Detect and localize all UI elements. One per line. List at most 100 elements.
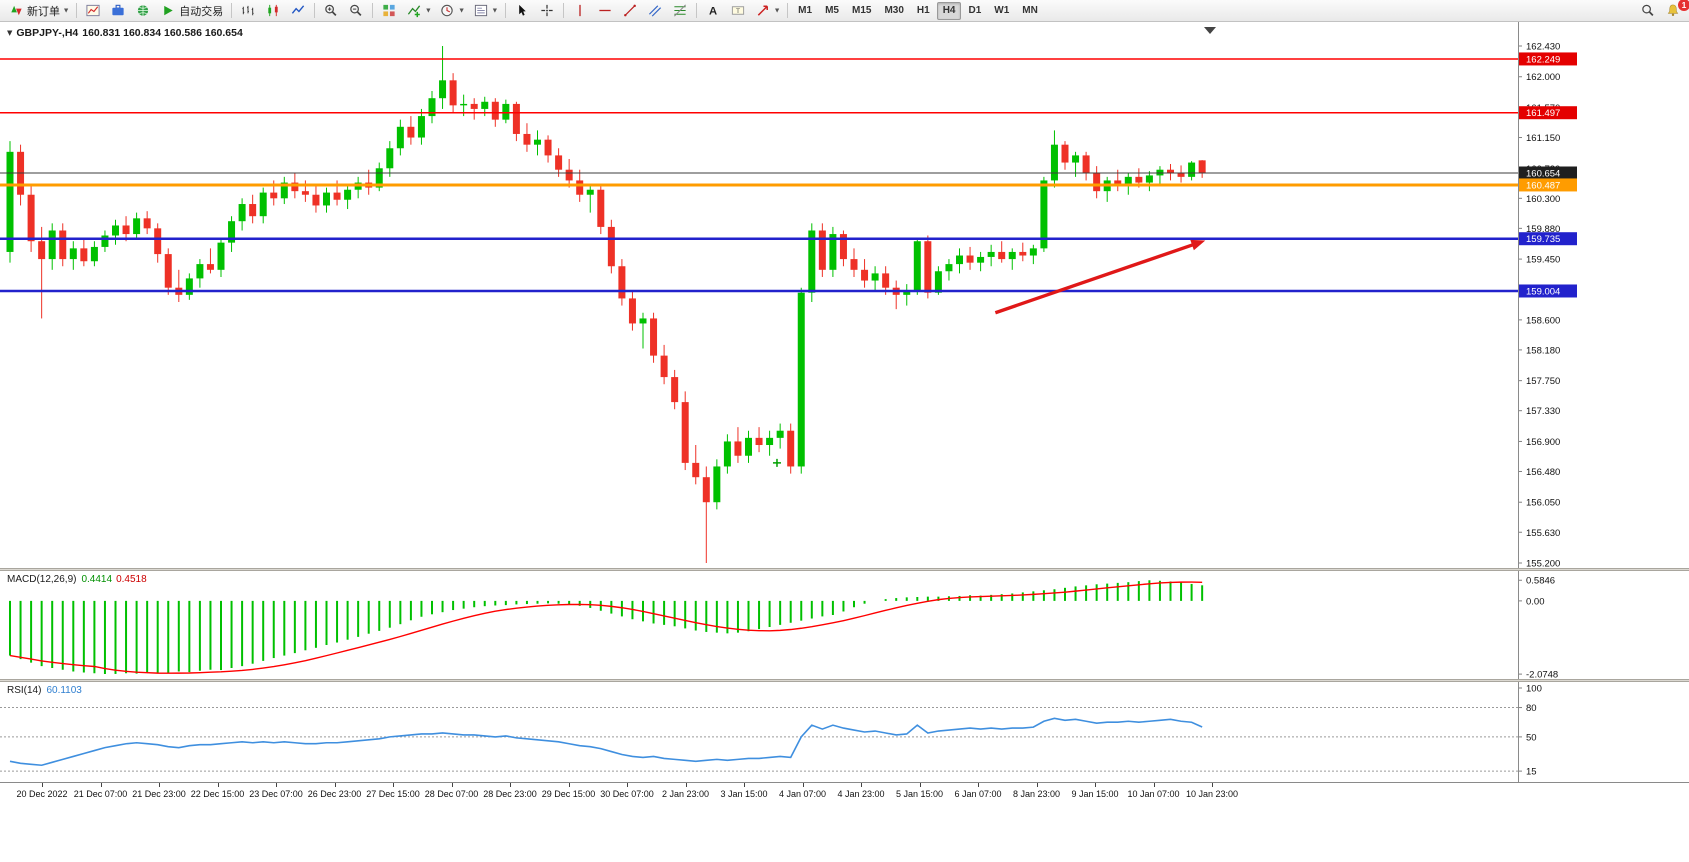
templates-button[interactable]: ▼ <box>469 1 501 20</box>
line-chart-mode-button[interactable] <box>286 1 310 20</box>
time-tick <box>568 783 570 787</box>
macd-panel[interactable]: 0.5846 0.00 -2.0748 <box>0 571 1689 679</box>
time-tick <box>334 783 336 787</box>
panel-splitter[interactable] <box>0 568 1689 571</box>
periods-button[interactable]: ▼ <box>435 1 467 20</box>
trend-arrow[interactable] <box>994 241 1198 315</box>
zoom-out-icon <box>350 4 362 16</box>
chevron-down-icon: ▼ <box>426 7 431 14</box>
time-label: 2 Jan 23:00 <box>661 789 710 799</box>
time-label: 10 Jan 23:00 <box>1185 789 1239 799</box>
timeframe-m5-button[interactable]: M5 <box>825 5 839 16</box>
candle-chart-mode-button[interactable] <box>261 1 285 20</box>
price-badge-label: 161.497 <box>1526 108 1560 119</box>
text-label-tool-button[interactable]: T <box>726 1 750 20</box>
time-label: 29 Dec 15:00 <box>541 789 596 799</box>
new-order-button[interactable]: 新订单 ▼ <box>4 1 72 20</box>
timeframe-d1-button[interactable]: D1 <box>968 5 982 16</box>
vertical-line-tool-button[interactable] <box>568 1 592 20</box>
fibonacci-icon <box>673 4 686 17</box>
fibonacci-tool-button[interactable] <box>668 1 692 20</box>
macd-tick-label: -2.0748 <box>1526 670 1558 679</box>
vertical-line-icon <box>579 4 581 17</box>
panel-splitter[interactable] <box>0 679 1689 682</box>
notifications-button[interactable]: 1 <box>1661 0 1689 20</box>
bell-icon <box>1667 4 1679 17</box>
autotrading-label: 自动交易 <box>179 5 224 18</box>
indicators-button[interactable]: ▼ <box>402 1 434 20</box>
line-chart-icon <box>292 5 305 14</box>
rsi-value: 60.1103 <box>46 685 82 696</box>
arrow-shape-icon <box>757 5 768 16</box>
toolbar-separator <box>314 3 316 18</box>
charts-window-button[interactable] <box>81 1 105 20</box>
price-tick-label: 162.430 <box>1526 42 1560 53</box>
one-click-trading-expander-icon[interactable]: ▼ <box>7 29 13 37</box>
price-chart-panel[interactable]: 162.430162.000161.570161.150160.720160.3… <box>0 22 1689 568</box>
text-label-icon: T <box>731 6 745 15</box>
timeframe-h4-button[interactable]: H4 <box>936 1 962 20</box>
time-label: 26 Dec 23:00 <box>307 789 362 799</box>
time-tick <box>276 783 277 787</box>
toolbar-separator <box>231 3 233 18</box>
price-tick-label: 161.150 <box>1526 133 1560 144</box>
timeframe-m1-button[interactable]: M1 <box>798 5 813 16</box>
svg-text:A: A <box>709 6 717 18</box>
text-tool-button[interactable]: A <box>701 1 725 20</box>
plus-marker[interactable] <box>772 458 781 467</box>
price-tick-label: 159.880 <box>1526 224 1560 235</box>
autotrade-play-icon <box>164 5 173 16</box>
price-tick-label: 156.050 <box>1526 498 1560 509</box>
timeframe-m30-button[interactable]: M30 <box>884 5 904 16</box>
chevron-down-icon: ▼ <box>459 7 464 14</box>
zoom-in-button[interactable] <box>319 1 343 20</box>
trend-arrow-head[interactable] <box>1190 239 1206 251</box>
time-label: 20 Dec 2022 <box>16 789 68 799</box>
timeframe-h1-button[interactable]: H1 <box>916 5 930 16</box>
candlestick-icon <box>268 4 278 17</box>
time-tick <box>861 783 862 787</box>
time-label: 9 Jan 15:00 <box>1071 789 1119 799</box>
horizontal-line-icon <box>599 9 611 12</box>
chart-window-icon <box>86 4 100 17</box>
price-badge-label: 160.487 <box>1526 180 1560 191</box>
price-tick-label: 155.630 <box>1526 528 1560 539</box>
crosshair-tool-button[interactable] <box>535 1 559 20</box>
time-tick <box>159 783 160 787</box>
time-label: 27 Dec 15:00 <box>366 789 420 799</box>
rsi-panel[interactable]: 100 80 50 15 <box>0 682 1689 782</box>
chart-shift-marker-icon[interactable] <box>1204 27 1216 34</box>
time-label: 10 Jan 07:00 <box>1127 789 1180 799</box>
price-tick-label: 156.480 <box>1526 467 1560 478</box>
cursor-tool-button[interactable] <box>510 1 534 20</box>
timeframe-m15-button[interactable]: M15 <box>851 5 872 16</box>
text-icon: A <box>709 6 717 18</box>
rsi-tick-label: 50 <box>1526 732 1537 743</box>
new-order-icon <box>11 5 22 16</box>
profiles-button[interactable] <box>106 1 130 20</box>
zoom-out-button[interactable] <box>344 1 368 20</box>
ohlc-bars-icon <box>242 5 254 16</box>
search-button[interactable] <box>1636 1 1660 20</box>
time-label: 22 Dec 15:00 <box>190 789 245 799</box>
tile-windows-button[interactable] <box>377 1 401 20</box>
time-label: 23 Dec 07:00 <box>249 789 303 799</box>
arrows-tool-button[interactable]: ▼ <box>751 1 783 20</box>
time-tick <box>1095 783 1096 787</box>
bar-chart-mode-button[interactable] <box>236 1 260 20</box>
time-label: 4 Jan 23:00 <box>837 789 885 799</box>
price-tick-label: 160.300 <box>1526 194 1560 205</box>
timeframe-w1-button[interactable]: W1 <box>994 5 1010 16</box>
time-label: 3 Jan 15:00 <box>720 789 768 799</box>
timeframe-mn-button[interactable]: MN <box>1022 5 1038 16</box>
symbol-timeframe-label: GBPJPY-,H4 <box>16 27 79 39</box>
horizontal-line-tool-button[interactable] <box>593 1 617 20</box>
trendline-tool-button[interactable] <box>618 1 642 20</box>
channel-tool-button[interactable] <box>643 1 667 20</box>
market-watch-button[interactable] <box>131 1 155 20</box>
price-badge <box>1519 166 1577 180</box>
autotrading-button[interactable]: 自动交易 <box>156 1 227 20</box>
time-axis[interactable]: 20 Dec 2022 21 Dec 07:00 21 Dec 23:00 22 De… <box>0 782 1689 804</box>
time-tick <box>685 783 687 787</box>
